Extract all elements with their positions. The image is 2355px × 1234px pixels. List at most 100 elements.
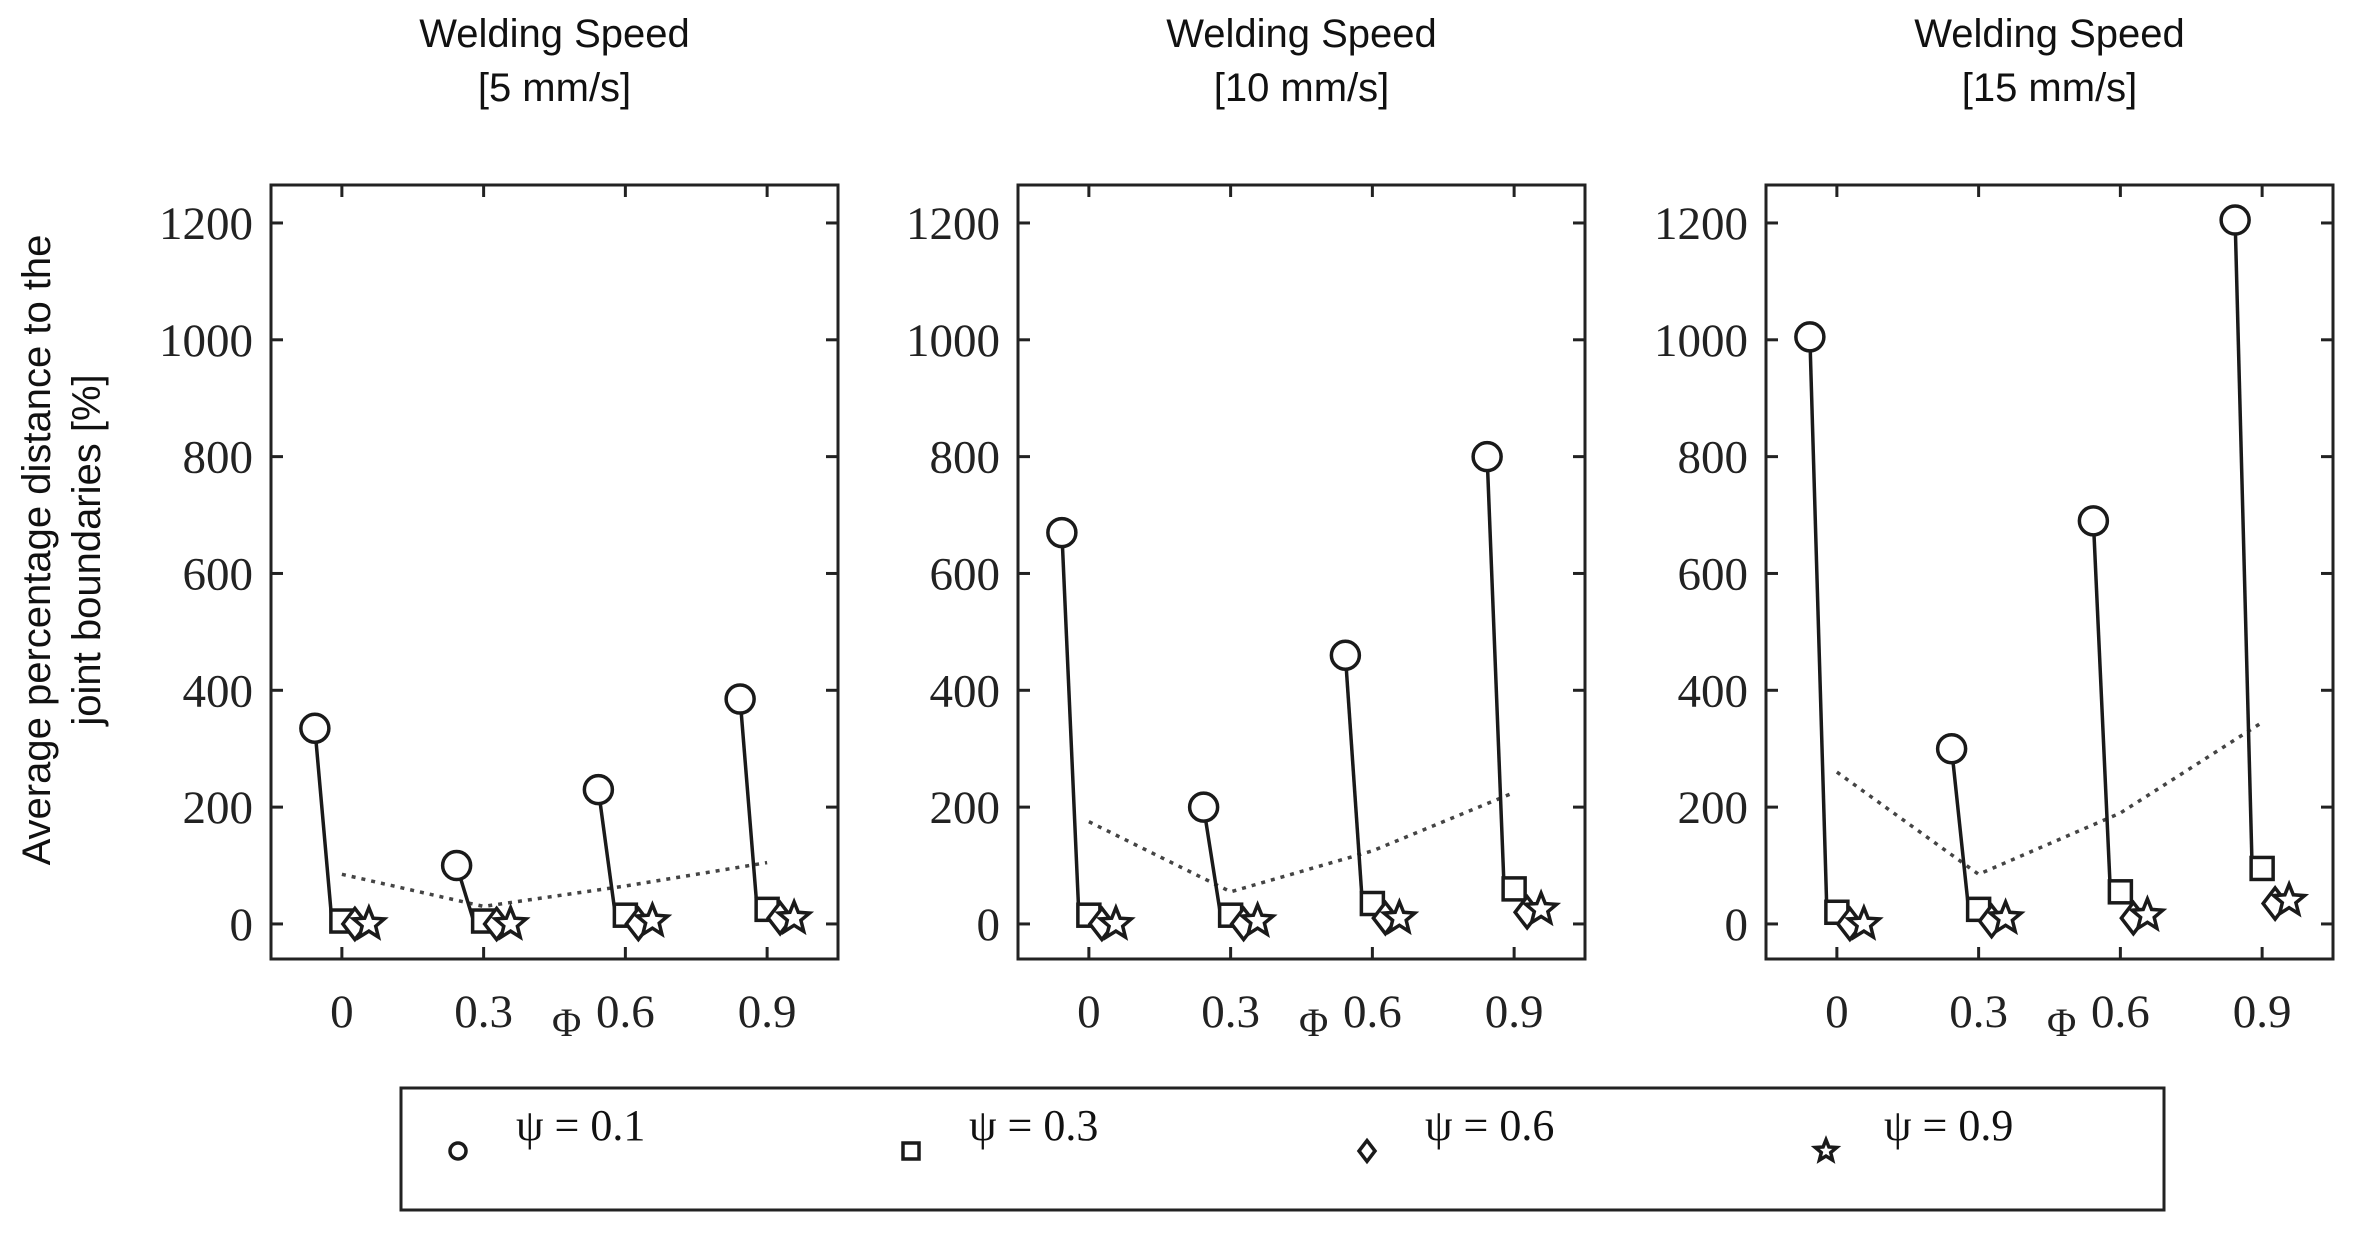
- legend-label: ψ = 0.6: [1425, 1101, 1554, 1150]
- legend-marker-square: [901, 1141, 921, 1161]
- y-tick-label: 800: [930, 432, 1001, 484]
- connector-line: [1343, 655, 1365, 904]
- data-point-star: [1521, 888, 1562, 927]
- y-axis-label-line-1: Average percentage distance to the: [15, 235, 59, 866]
- legend-marker-diamond: [1356, 1137, 1378, 1165]
- data-point-circle: [2219, 204, 2251, 236]
- y-tick-label: 1000: [906, 315, 1000, 367]
- panel-title-line-1: Welding Speed: [1166, 12, 1437, 56]
- connector-line: [1201, 806, 1223, 916]
- data-point-circle: [299, 712, 331, 745]
- y-tick-label: 800: [183, 432, 254, 484]
- y-tick-label: 0: [977, 899, 1001, 951]
- plot-frame: [1016, 183, 1587, 961]
- connector-line: [1060, 532, 1081, 916]
- data-point-star: [2269, 879, 2310, 918]
- chart-panels: Welding Speed [5 mm/s] 0 200 400 600 800 1000 12…: [159, 12, 2335, 1045]
- data-point-circle: [2077, 505, 2110, 537]
- connector-line: [1808, 336, 1829, 913]
- y-tick-label: 200: [183, 782, 254, 834]
- x-tick-label: 0: [1077, 986, 1101, 1038]
- y-tick-label: 200: [1678, 782, 1749, 834]
- panel-title-line-2: [10 mm/s]: [1214, 66, 1390, 110]
- y-tick-label: 1200: [906, 198, 1000, 250]
- x-tick-label: 0.6: [596, 986, 655, 1038]
- data-point-star: [348, 902, 389, 941]
- data-point-circle: [1187, 791, 1220, 823]
- y-axis-label-line-2: joint boundaries [%]: [65, 374, 109, 726]
- legend-marker-star: [1810, 1135, 1842, 1164]
- data-point-star: [2127, 894, 2168, 933]
- y-tick-label: 400: [1678, 665, 1749, 717]
- panel-title-line-1: Welding Speed: [419, 12, 690, 56]
- data-point-star: [632, 900, 673, 938]
- connector-line: [2233, 220, 2254, 869]
- y-tick-label: 1200: [1654, 198, 1748, 250]
- legend-label: ψ = 0.1: [516, 1101, 645, 1150]
- data-point-circle: [1935, 732, 1968, 765]
- trend-line: [1835, 720, 2264, 877]
- data-point-square: [1501, 876, 1527, 902]
- data-point-square: [2249, 855, 2275, 882]
- y-tick-label: 0: [1725, 899, 1749, 951]
- legend-entry-psi-0.9: ψ = 0.9: [1810, 1101, 2013, 1164]
- legend-label: ψ = 0.9: [1884, 1101, 2013, 1150]
- legend-entry-psi-0.1: ψ = 0.1: [448, 1101, 645, 1161]
- data-point-circle: [582, 773, 615, 806]
- panel-title-line-1: Welding Speed: [1914, 12, 2185, 56]
- y-tick-label: 0: [230, 899, 254, 951]
- panel-3: Welding Speed [15 mm/s] 0 200 400 600 800 1000 1…: [1654, 12, 2335, 1045]
- y-tick-label: 200: [930, 782, 1001, 834]
- panel-1: Welding Speed [5 mm/s] 0 200 400 600 800 1000 12…: [159, 12, 840, 1045]
- y-tick-label: 1000: [159, 315, 253, 367]
- trend-line: [1088, 790, 1515, 894]
- panel-title-line-2: [5 mm/s]: [478, 66, 631, 110]
- legend-entry-psi-0.3: ψ = 0.3: [901, 1101, 1098, 1161]
- trend-line: [341, 860, 768, 909]
- y-tick-label: 600: [183, 548, 254, 600]
- data-point-star: [1237, 900, 1278, 938]
- y-tick-label: 1200: [159, 198, 253, 250]
- data-point-circle: [1329, 639, 1362, 671]
- panel-2: Welding Speed [10 mm/s] 0 200 400 600 800 1000 1…: [906, 12, 1587, 1045]
- x-axis-label: Φ: [2047, 1000, 2076, 1045]
- connector-line: [1949, 748, 1971, 910]
- x-tick-label: 0.3: [1949, 986, 2008, 1038]
- y-tick-label: 400: [930, 665, 1001, 717]
- connector-line: [1485, 456, 1506, 889]
- x-tick-label: 0.3: [454, 986, 513, 1038]
- data-point-star: [1379, 897, 1420, 936]
- x-axis-label: Φ: [1299, 1000, 1328, 1045]
- data-point-circle: [440, 849, 473, 882]
- x-tick-label: 0.9: [2233, 986, 2292, 1038]
- x-tick-label: 0: [1825, 986, 1849, 1038]
- connector-line: [738, 698, 759, 910]
- x-tick-label: 0.9: [738, 986, 797, 1038]
- x-tick-label: 0: [330, 986, 354, 1038]
- x-tick-label: 0.6: [2091, 986, 2150, 1038]
- data-point-star: [1985, 897, 2026, 936]
- connector-line: [2091, 520, 2113, 892]
- y-axis-label: Average percentage distance to the joint…: [15, 235, 109, 866]
- data-point-circle: [1471, 440, 1503, 473]
- data-point-star: [1843, 902, 1884, 941]
- x-tick-label: 0.6: [1343, 986, 1402, 1038]
- x-axis-label: Φ: [552, 1000, 581, 1045]
- data-point-star: [1095, 902, 1136, 941]
- data-point-star: [774, 897, 815, 936]
- x-tick-label: 0.3: [1201, 986, 1260, 1038]
- connector-line: [313, 728, 334, 922]
- y-tick-label: 800: [1678, 432, 1749, 484]
- y-tick-label: 600: [930, 548, 1001, 600]
- data-point-circle: [724, 683, 756, 715]
- data-point-circle: [1046, 516, 1078, 549]
- legend-entry-psi-0.6: ψ = 0.6: [1356, 1101, 1554, 1165]
- connector-line: [596, 789, 618, 916]
- legend-marker-circle: [448, 1141, 468, 1161]
- data-point-circle: [1794, 321, 1826, 353]
- data-point-star: [490, 902, 531, 941]
- legend-label: ψ = 0.3: [969, 1101, 1098, 1150]
- legend-box: [399, 1086, 2166, 1212]
- y-tick-label: 400: [183, 665, 254, 717]
